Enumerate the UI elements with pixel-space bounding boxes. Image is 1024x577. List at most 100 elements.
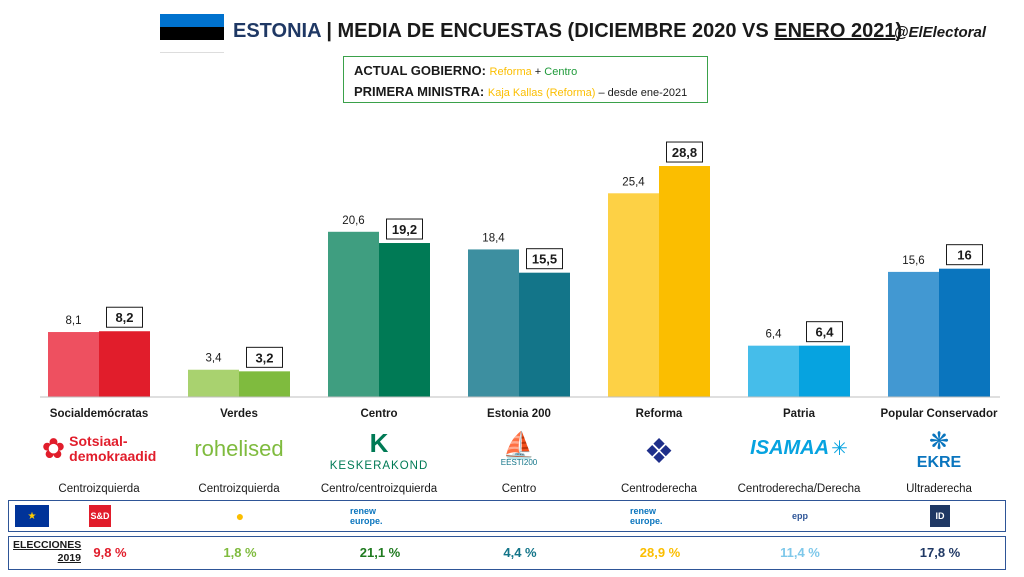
government-row: ACTUAL GOBIERNO: Reforma + Centro (354, 61, 697, 82)
bar-jan-1 (239, 371, 290, 397)
ideology-label-3: Centro (501, 483, 537, 495)
ideology-label-2: Centro/centroizquierda (320, 483, 438, 495)
value-label-jan-3: 15,5 (532, 252, 557, 267)
elections-2019-row: ELECCIONES 2019 9,8 % 1,8 % 21,1 % 4,4 % 28,… (8, 536, 1006, 570)
eu-group-0: S&D (89, 505, 111, 527)
bar-dec-1 (188, 369, 239, 397)
value-label-dec-0: 8,1 (66, 315, 82, 327)
eu-group-5: epp (780, 505, 820, 527)
value-label-dec-3: 18,4 (482, 232, 505, 244)
party-logo-text: EKRE (916, 454, 962, 471)
pm-label: PRIMERA MINISTRA: (354, 84, 488, 99)
title-country: ESTONIA (233, 20, 321, 42)
title-separator: | (320, 20, 338, 42)
value-box-jan-6 (946, 244, 983, 266)
value-label-jan-6: 16 (957, 248, 971, 263)
category-label-1: Verdes (220, 408, 258, 420)
category-label-6: Popular Conservador (881, 408, 998, 420)
ideology-label-4: Centroderecha (620, 483, 698, 495)
title-underlined: ENERO 2021 (774, 20, 896, 42)
bar-dec-2 (328, 231, 379, 397)
value-label-dec-2: 20,6 (342, 215, 364, 227)
election-result-4: 28,9 % (639, 545, 681, 560)
value-box-jan-4 (666, 141, 703, 163)
eu-group-6: ID (930, 505, 950, 527)
pm-name: Kaja Kallas (Reforma) (487, 87, 596, 99)
cornflower-icon: ❋ (928, 428, 950, 455)
party-logo-text: Sotsiaal-demokraadid (69, 433, 157, 464)
party-logo-5: ISAMAA ✳ (729, 430, 869, 478)
value-label-jan-1: 3,2 (255, 350, 273, 365)
ideology-label-0: Centroizquierda (58, 483, 140, 495)
title-main: MEDIA DE ENCUESTAS (DICIEMBRE 2020 VS (337, 20, 775, 42)
bar-jan-5 (799, 345, 850, 397)
party-logo-1: rohelised (169, 430, 309, 478)
value-label-dec-6: 15,6 (902, 255, 924, 267)
party-logo-2: K KESKERAKOND (309, 430, 449, 478)
flag-stripe-black (160, 27, 224, 40)
gov-party-reforma: Reforma (489, 66, 532, 78)
value-box-jan-1 (246, 346, 283, 368)
party-logo-text: KESKERAKOND (329, 460, 429, 472)
category-label-3: Estonia 200 (487, 408, 551, 420)
rose-icon: ✿ (41, 433, 66, 464)
eu-group-2: renew europe. (350, 505, 410, 527)
party-logo-6: ❋ EKRE (869, 430, 1009, 478)
value-box-jan-2 (386, 218, 423, 240)
bar-jan-2 (379, 243, 430, 397)
value-label-jan-2: 19,2 (392, 222, 417, 237)
page-title: ESTONIA | MEDIA DE ENCUESTAS (DICIEMBRE … (233, 20, 902, 43)
category-label-5: Patria (783, 408, 816, 420)
estonia-flag (160, 14, 224, 53)
ideology-label-5: Centroderecha/Derecha (737, 483, 861, 495)
eu-groups-row: ★ S&D ● renew europe. renew europe. epp ID (8, 500, 1006, 532)
election-result-1: 1,8 % (223, 545, 257, 560)
party-logo-text: ISAMAA (750, 437, 830, 459)
party-logo-3: ⛵ EESTI200 (449, 430, 589, 478)
pm-since: – desde ene-2021 (595, 87, 688, 99)
value-label-jan-4: 28,8 (672, 145, 697, 160)
gov-party-centro: Centro (544, 66, 578, 78)
flag-stripe-blue (160, 14, 224, 27)
category-label-0: Socialdemócratas (50, 408, 148, 420)
category-label-2: Centro (360, 408, 397, 420)
election-result-5: 11,4 % (780, 545, 820, 560)
bar-dec-5 (748, 345, 799, 397)
squirrel-icon: ❖ (643, 433, 675, 471)
bar-jan-6 (939, 268, 990, 397)
bar-dec-6 (888, 271, 939, 397)
bar-dec-0 (48, 332, 99, 397)
poll-bar-chart: 8,1 8,2 Socialdemócratas 3,4 3,2 Verdes 20,6 19… (40, 141, 1000, 420)
value-box-jan-3 (526, 248, 563, 270)
elections-label: ELECCIONES 2019 (13, 539, 81, 565)
eu-flag-icon: ★ (15, 505, 49, 527)
bar-jan-3 (519, 272, 570, 397)
value-box-jan-5 (806, 321, 843, 343)
election-result-3: 4,4 % (503, 545, 537, 560)
author-handle: @ElElectoral (893, 24, 986, 41)
party-logo-4: ❖ (589, 430, 729, 478)
ideology-label-1: Centroizquierda (198, 483, 280, 495)
gov-label: ACTUAL GOBIERNO: (354, 63, 490, 78)
party-logo-text: rohelised (194, 436, 284, 461)
value-box-jan-0 (106, 306, 143, 328)
ideology-label-6: Ultraderecha (906, 483, 972, 495)
gov-plus: + (531, 66, 545, 78)
election-result-0: 9,8 % (93, 545, 127, 560)
eu-group-greens-icon: ● (235, 508, 245, 524)
bar-jan-0 (99, 331, 150, 397)
government-box: ACTUAL GOBIERNO: Reforma + Centro PRIMER… (343, 56, 708, 103)
value-label-dec-4: 25,4 (622, 176, 645, 188)
flag-stripe-white (160, 40, 224, 53)
party-logo-text: EESTI200 (500, 458, 538, 467)
value-label-dec-5: 6,4 (766, 329, 783, 341)
party-logo-0: ✿ Sotsiaal-demokraadid (29, 430, 169, 478)
pm-row: PRIMERA MINISTRA: Kaja Kallas (Reforma) … (354, 82, 697, 103)
category-label-4: Reforma (636, 408, 683, 420)
keskerakond-k-icon: K (369, 428, 389, 458)
sail-icon: ⛵ (502, 430, 536, 460)
eu-group-4: renew europe. (630, 505, 690, 527)
election-result-6: 17,8 % (919, 545, 961, 560)
title-end: ) (895, 20, 903, 42)
elections-label-line2: 2019 (57, 552, 81, 564)
